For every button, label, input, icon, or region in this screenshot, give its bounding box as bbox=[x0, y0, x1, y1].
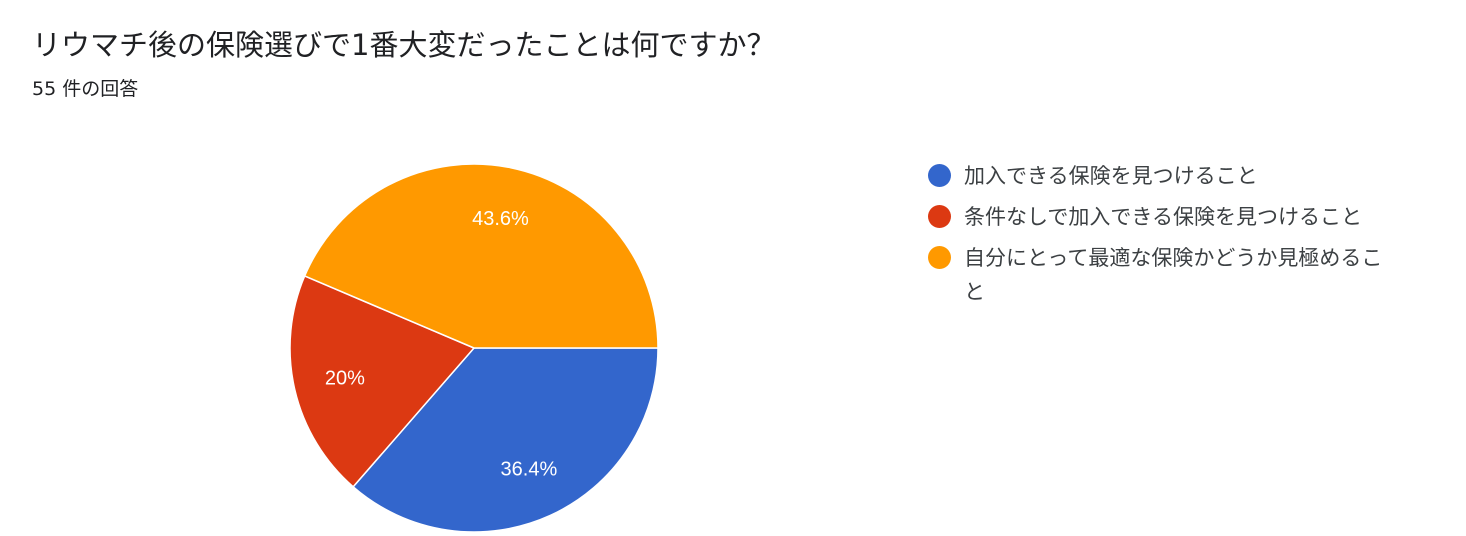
slice-percent-label: 43.6% bbox=[472, 208, 529, 230]
pie-slice[interactable] bbox=[352, 347, 659, 533]
legend-swatch-icon bbox=[928, 164, 951, 187]
legend-swatch-icon bbox=[928, 205, 951, 228]
legend-label: 自分にとって最適な保険かどうか見極めること bbox=[964, 246, 1383, 304]
legend-item[interactable]: 条件なしで加入できる保険を見つけること bbox=[928, 201, 1398, 234]
chart-title: リウマチ後の保険選びで1番大変だったことは何ですか？ bbox=[32, 28, 776, 62]
legend-swatch-icon bbox=[928, 246, 951, 269]
slice-percent-label: 20% bbox=[325, 368, 365, 390]
pie-slice[interactable] bbox=[303, 163, 659, 349]
legend-label: 加入できる保険を見つけること bbox=[964, 164, 1258, 188]
legend-label: 条件なしで加入できる保険を見つけること bbox=[964, 205, 1362, 229]
slice-percent-label: 36.4% bbox=[501, 459, 558, 481]
legend: 加入できる保険を見つけること 条件なしで加入できる保険を見つけること 自分にとっ… bbox=[928, 160, 1398, 317]
legend-item[interactable]: 加入できる保険を見つけること bbox=[928, 160, 1398, 193]
legend-item[interactable]: 自分にとって最適な保険かどうか見極めること bbox=[928, 242, 1398, 309]
response-count: 55 件の回答 bbox=[32, 78, 139, 100]
